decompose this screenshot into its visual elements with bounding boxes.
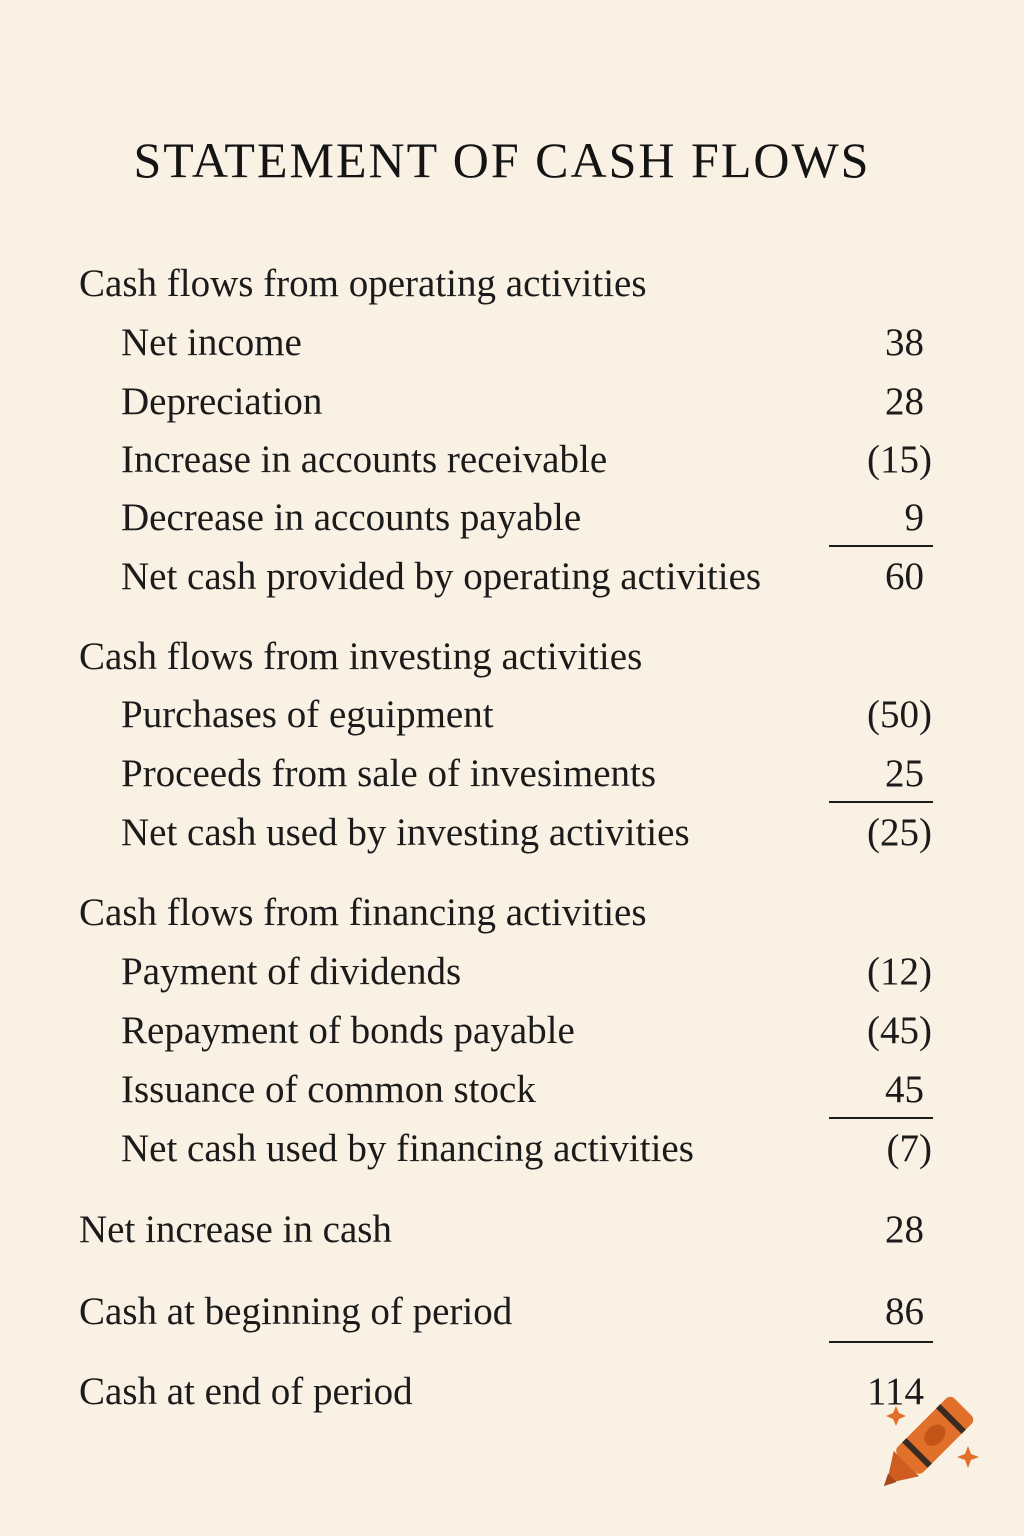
line-item-amount: (50) xyxy=(867,693,932,736)
line-item-label: Net income xyxy=(121,321,302,364)
line-item-amount: (45) xyxy=(867,1009,932,1052)
line-item-label: Depreciation xyxy=(121,380,323,423)
subtotal-label: Net cash used by financing activities xyxy=(121,1127,694,1170)
beginning-cash-row: Cash at beginning of period 86 xyxy=(0,1284,1024,1340)
financing-heading-row: Cash flows from financing activities xyxy=(0,885,1024,941)
subtotal-label: Net cash used by investing activities xyxy=(121,811,690,854)
net-increase-label: Net increase in cash xyxy=(79,1208,392,1251)
line-item-label: Decrease in accounts payable xyxy=(121,496,582,539)
line-item-amount: 45 xyxy=(885,1068,924,1111)
line-item: Repayment of bonds payable (45) xyxy=(0,1003,1024,1059)
line-item: Purchases of eguipment (50) xyxy=(0,687,1024,743)
financing-heading: Cash flows from financing activities xyxy=(79,891,647,934)
line-item-label: Purchases of eguipment xyxy=(121,693,494,736)
line-item-label: Repayment of bonds payable xyxy=(121,1009,575,1052)
subtotal-rule xyxy=(829,545,933,547)
beginning-cash-amount: 86 xyxy=(885,1290,924,1333)
ending-cash-amount: 114 xyxy=(866,1370,924,1413)
line-item-amount: 9 xyxy=(904,496,925,539)
net-increase-amount: 28 xyxy=(885,1208,924,1251)
line-item-amount: (12) xyxy=(867,950,932,993)
statement-title: STATEMENT OF CASH FLOWS xyxy=(133,132,871,188)
crayon-sparkle-icon xyxy=(883,1396,979,1487)
operating-heading: Cash flows from operating activities xyxy=(79,262,647,305)
line-item-amount: 28 xyxy=(885,380,924,423)
line-item: Issuance of common stock 45 xyxy=(0,1062,1024,1118)
line-item-amount: 25 xyxy=(885,752,924,795)
ending-cash-row: Cash at end of period 114 xyxy=(0,1364,1024,1420)
line-item-label: Payment of dividends xyxy=(121,950,462,993)
operating-heading-row: Cash flows from operating activities xyxy=(0,256,1024,312)
subtotal-rule xyxy=(829,1117,933,1119)
net-increase-row: Net increase in cash 28 xyxy=(0,1202,1024,1258)
line-item-label: Issuance of common stock xyxy=(121,1068,536,1111)
line-item-label: Increase in accounts receivable xyxy=(121,438,608,481)
line-item-label: Proceeds from sale of invesiments xyxy=(121,752,657,795)
subtotal-row: Net cash provided by operating activitie… xyxy=(0,549,1024,605)
total-rule xyxy=(829,1341,933,1343)
ending-cash-label: Cash at end of period xyxy=(79,1370,413,1413)
subtotal-rule xyxy=(829,801,933,803)
subtotal-label: Net cash provided by operating activitie… xyxy=(121,555,762,598)
subtotal-amount: 60 xyxy=(885,555,924,598)
line-item: Depreciation 28 xyxy=(0,374,1024,430)
line-item-amount: (15) xyxy=(867,438,932,481)
line-item: Net income 38 xyxy=(0,315,1024,371)
line-item-amount: 38 xyxy=(885,321,924,364)
subtotal-row: Net cash used by investing activities (2… xyxy=(0,805,1024,861)
subtotal-amount: (25) xyxy=(867,811,932,854)
investing-heading-row: Cash flows from investing activities xyxy=(0,629,1024,685)
investing-heading: Cash flows from investing activities xyxy=(79,635,643,678)
line-item: Increase in accounts receivable (15) xyxy=(0,432,1024,488)
beginning-cash-label: Cash at beginning of period xyxy=(79,1290,513,1333)
line-item: Decrease in accounts payable 9 xyxy=(0,490,1024,546)
subtotal-row: Net cash used by financing activities (7… xyxy=(0,1121,1024,1177)
subtotal-amount: (7) xyxy=(886,1127,932,1170)
line-item: Proceeds from sale of invesiments 25 xyxy=(0,746,1024,802)
line-item: Payment of dividends (12) xyxy=(0,944,1024,1000)
